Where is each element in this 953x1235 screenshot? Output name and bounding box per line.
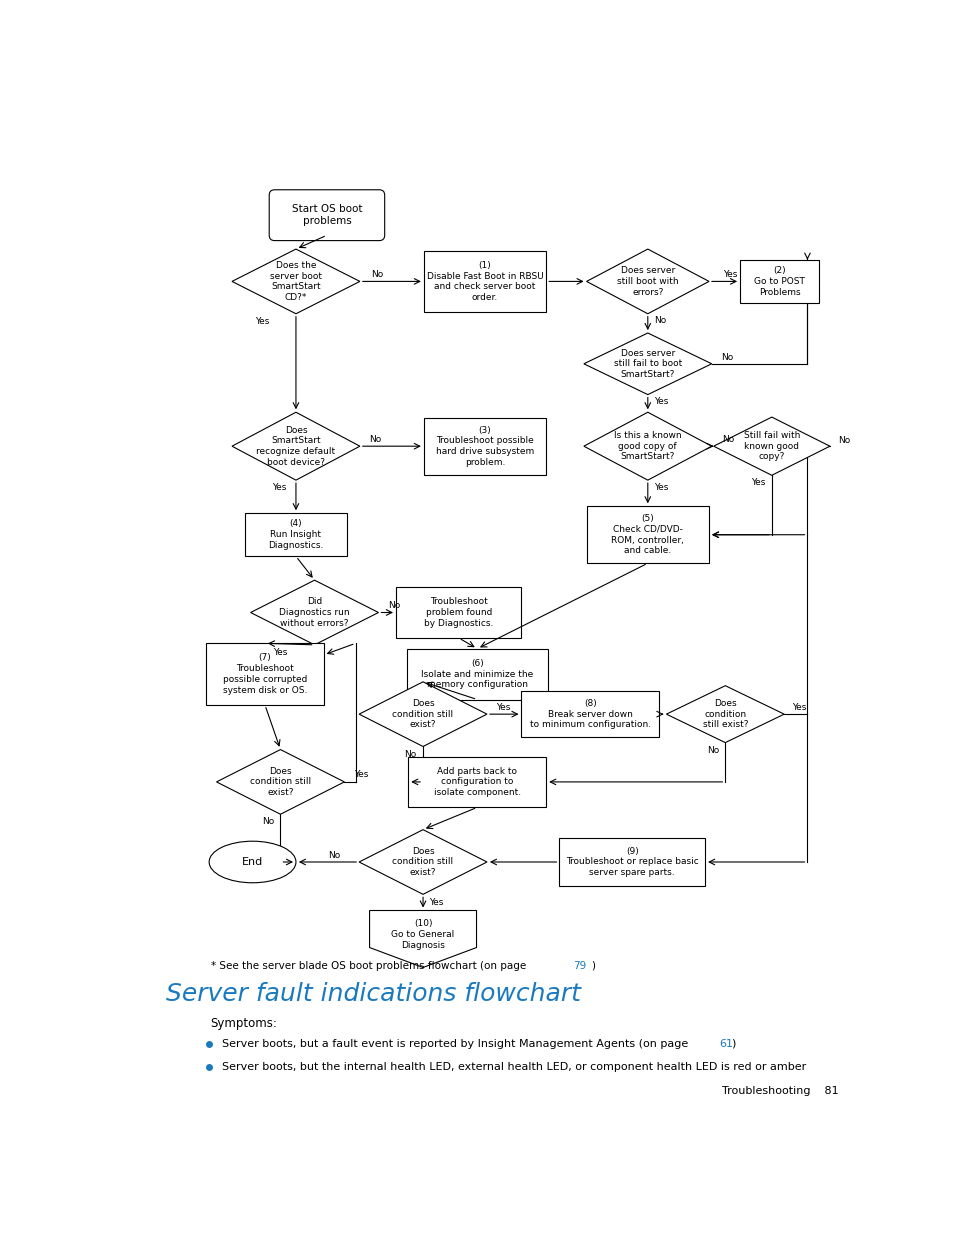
Polygon shape — [232, 249, 359, 314]
Text: Add parts back to
configuration to
isolate component.: Add parts back to configuration to isola… — [434, 767, 520, 797]
Text: No: No — [706, 746, 719, 755]
Polygon shape — [583, 333, 711, 395]
Text: Yes: Yes — [496, 703, 510, 711]
Text: No: No — [721, 435, 734, 443]
Polygon shape — [369, 910, 476, 967]
Text: Server boots, but a fault event is reported by Insight Management Agents (on pag: Server boots, but a fault event is repor… — [222, 1039, 691, 1049]
FancyBboxPatch shape — [395, 587, 521, 638]
Text: (1)
Disable Fast Boot in RBSU
and check server boot
order.: (1) Disable Fast Boot in RBSU and check … — [426, 261, 543, 303]
FancyBboxPatch shape — [740, 259, 819, 303]
Text: End: End — [242, 857, 263, 867]
Polygon shape — [358, 682, 486, 746]
Text: Does server
still boot with
errors?: Does server still boot with errors? — [617, 267, 678, 296]
Polygon shape — [358, 830, 486, 894]
Text: Does
condition
still exist?: Does condition still exist? — [701, 699, 747, 730]
Ellipse shape — [209, 841, 295, 883]
FancyBboxPatch shape — [558, 839, 704, 885]
Text: 61: 61 — [719, 1039, 732, 1049]
Text: (2)
Go to POST
Problems: (2) Go to POST Problems — [753, 267, 804, 296]
Text: Troubleshoot
problem found
by Diagnostics.: Troubleshoot problem found by Diagnostic… — [423, 598, 493, 627]
Text: No: No — [387, 601, 399, 610]
Text: (7)
Troubleshoot
possible corrupted
system disk or OS.: (7) Troubleshoot possible corrupted syst… — [223, 653, 307, 695]
Text: No: No — [654, 316, 665, 325]
Text: Yes: Yes — [429, 898, 443, 906]
Text: ): ) — [591, 961, 595, 971]
Text: Server fault indications flowchart: Server fault indications flowchart — [166, 982, 580, 1005]
Text: (6)
Isolate and minimize the
memory configuration: (6) Isolate and minimize the memory conf… — [420, 658, 533, 689]
FancyBboxPatch shape — [408, 757, 546, 808]
Polygon shape — [232, 412, 359, 480]
FancyBboxPatch shape — [206, 643, 323, 705]
Text: (8)
Break server down
to minimum configuration.: (8) Break server down to minimum configu… — [529, 699, 650, 730]
Text: Yes: Yes — [722, 270, 737, 279]
Text: Yes: Yes — [254, 317, 269, 326]
Text: Does the
server boot
SmartStart
CD?*: Does the server boot SmartStart CD?* — [270, 261, 321, 303]
Text: No: No — [262, 818, 274, 826]
FancyBboxPatch shape — [423, 417, 546, 474]
Text: Did
Diagnostics run
without errors?: Did Diagnostics run without errors? — [279, 598, 350, 627]
FancyBboxPatch shape — [423, 251, 546, 312]
FancyBboxPatch shape — [521, 692, 659, 737]
Text: Yes: Yes — [750, 478, 765, 488]
Text: Does
condition still
exist?: Does condition still exist? — [250, 767, 311, 797]
Text: 79: 79 — [572, 961, 585, 971]
Text: Does
condition still
exist?: Does condition still exist? — [392, 699, 453, 730]
Text: Yes: Yes — [654, 483, 668, 493]
Text: No: No — [371, 270, 382, 279]
Text: Server boots, but the internal health LED, external health LED, or component hea: Server boots, but the internal health LE… — [222, 1062, 805, 1072]
Text: Does
SmartStart
recognize default
boot device?: Does SmartStart recognize default boot d… — [256, 426, 335, 467]
Polygon shape — [586, 249, 708, 314]
Polygon shape — [251, 580, 378, 645]
Text: No: No — [837, 436, 849, 445]
FancyBboxPatch shape — [586, 506, 708, 563]
Text: No: No — [404, 750, 416, 758]
Text: (3)
Troubleshoot possible
hard drive subsystem
problem.: (3) Troubleshoot possible hard drive sub… — [436, 426, 534, 467]
Text: Does server
still fail to boot
SmartStart?: Does server still fail to boot SmartStar… — [613, 348, 681, 379]
Text: Still fail with
known good
copy?: Still fail with known good copy? — [742, 431, 800, 462]
Text: Yes: Yes — [791, 704, 805, 713]
Text: No: No — [369, 435, 381, 443]
Text: * See the server blade OS boot problems flowchart (on page: * See the server blade OS boot problems … — [211, 961, 529, 971]
Text: (5)
Check CD/DVD-
ROM, controller,
and cable.: (5) Check CD/DVD- ROM, controller, and c… — [611, 514, 683, 556]
FancyBboxPatch shape — [245, 514, 347, 556]
Text: Yes: Yes — [272, 483, 286, 493]
Polygon shape — [216, 750, 344, 814]
Polygon shape — [666, 685, 783, 742]
Text: Troubleshooting    81: Troubleshooting 81 — [721, 1087, 838, 1097]
Text: (9)
Troubleshoot or replace basic
server spare parts.: (9) Troubleshoot or replace basic server… — [565, 847, 698, 877]
Text: Is this a known
good copy of
SmartStart?: Is this a known good copy of SmartStart? — [614, 431, 680, 462]
Text: No: No — [328, 851, 340, 860]
Polygon shape — [583, 412, 711, 480]
Text: Yes: Yes — [354, 771, 368, 779]
Text: Start OS boot
problems: Start OS boot problems — [292, 204, 362, 226]
Text: (10)
Go to General
Diagnosis: (10) Go to General Diagnosis — [391, 919, 455, 950]
Text: Does
condition still
exist?: Does condition still exist? — [392, 847, 453, 877]
FancyBboxPatch shape — [269, 190, 384, 241]
FancyBboxPatch shape — [406, 648, 547, 699]
Text: (4)
Run Insight
Diagnostics.: (4) Run Insight Diagnostics. — [268, 520, 323, 550]
Text: Symptoms:: Symptoms: — [211, 1018, 277, 1030]
Text: No: No — [720, 353, 733, 362]
Text: ): ) — [731, 1039, 735, 1049]
Polygon shape — [713, 417, 829, 475]
Text: Yes: Yes — [654, 396, 668, 406]
Text: Yes: Yes — [273, 648, 288, 657]
